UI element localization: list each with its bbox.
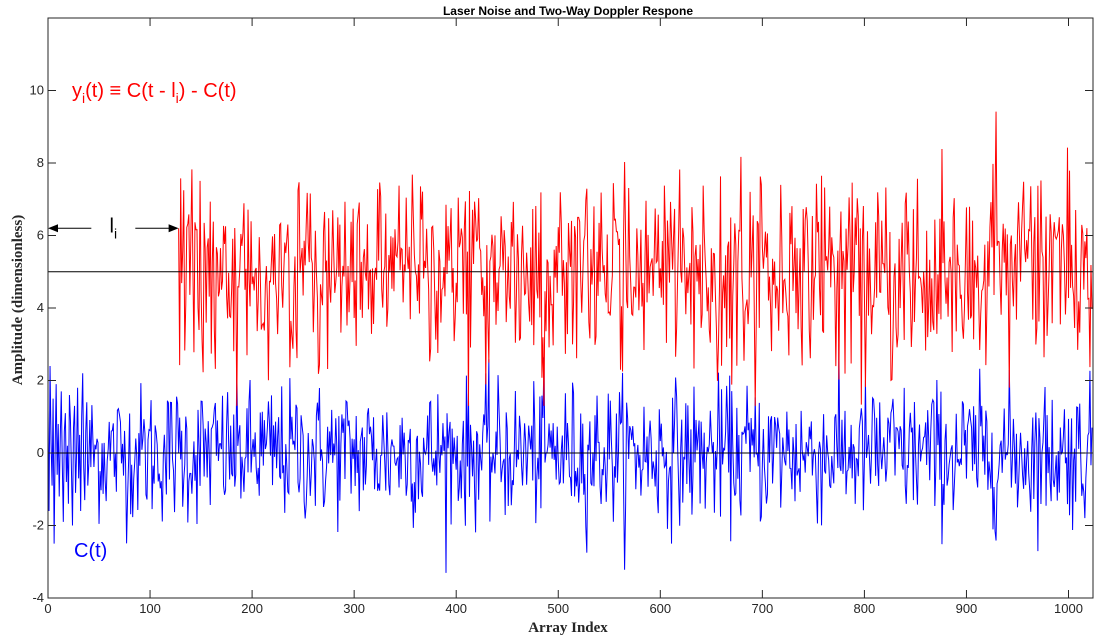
x-tick-label: 500 <box>547 601 569 616</box>
x-axis-ticks: 0 100 200 300 400 500 600 700 800 900 1000 <box>44 18 1083 616</box>
delay-arrowhead-left <box>48 224 58 233</box>
x-tick-label: 900 <box>956 601 978 616</box>
y-tick-label: 6 <box>37 228 44 243</box>
x-tick-label: 600 <box>649 601 671 616</box>
y-annotation-expr-b: ) - C(t) <box>179 80 237 102</box>
y-tick-label: 0 <box>37 445 44 460</box>
x-tick-label: 800 <box>854 601 876 616</box>
y-axis-label: Amplitude (dimensionless) <box>10 215 26 385</box>
y-annotation-sub: i <box>82 90 85 106</box>
y-annotation-expr-a: (t) ≡ C(t - l <box>85 80 176 102</box>
x-tick-label: 700 <box>752 601 774 616</box>
y-tick-label: -2 <box>32 518 44 533</box>
y-annotation-expr-sub: i <box>176 90 179 106</box>
chart-title: Laser Noise and Two-Way Doppler Respone <box>443 4 693 18</box>
series-c-line <box>47 344 1093 573</box>
y-tick-label: 10 <box>30 83 44 98</box>
delay-label-main: l <box>110 215 114 237</box>
y-tick-label: 4 <box>37 300 44 315</box>
c-series-annotation: C(t) <box>74 540 107 562</box>
x-tick-label: 100 <box>139 601 161 616</box>
delay-arrow: li <box>48 215 179 241</box>
annotations: yi(t) ≡ C(t - li) - C(t) C(t) li <box>48 80 237 562</box>
delay-label-sub: i <box>114 225 117 241</box>
reference-lines <box>48 271 1093 454</box>
delay-label: li <box>110 215 118 241</box>
y-axis-ticks: -4 -2 0 2 4 6 8 10 <box>30 83 1093 605</box>
x-axis-label: Array Index <box>528 620 608 636</box>
y-annotation-main: y <box>72 80 82 102</box>
x-tick-label: 0 <box>44 601 51 616</box>
plot-area: 0 100 200 300 400 500 600 700 800 900 1000 -4 -2 0 2 4… <box>30 17 1094 616</box>
x-tick-label: 400 <box>445 601 467 616</box>
plot-background <box>48 18 1093 598</box>
x-tick-label: 300 <box>343 601 365 616</box>
y-tick-label: 2 <box>37 373 44 388</box>
y-series-annotation: yi(t) ≡ C(t - li) - C(t) <box>72 80 237 106</box>
series-c-line-path <box>47 344 1093 573</box>
series-y-line-path <box>178 111 1093 406</box>
y-tick-label: 8 <box>37 155 44 170</box>
series-y-line <box>178 111 1093 406</box>
y-tick-label: -4 <box>32 590 44 605</box>
x-tick-label: 1000 <box>1054 601 1083 616</box>
delay-arrowhead-right <box>168 224 179 233</box>
x-tick-label: 200 <box>241 601 263 616</box>
